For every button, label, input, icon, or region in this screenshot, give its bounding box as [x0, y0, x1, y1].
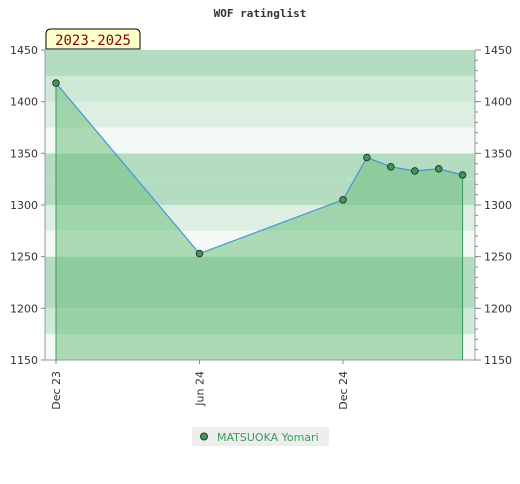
season-badge-label: 2023-2025: [55, 33, 131, 49]
data-point: [387, 163, 395, 171]
x-tick-label: Jun 24: [194, 371, 207, 407]
y-tick-label: 1150: [484, 354, 512, 367]
y-axis-left: 1150 1200 1250 1300 1350 1400 1450: [10, 44, 46, 367]
y-tick-label: 1250: [10, 251, 38, 264]
chart-title: WOF ratinglist: [214, 7, 307, 20]
y-tick-label: 1400: [484, 96, 512, 109]
background-band: [45, 101, 475, 128]
season-badge: 2023-2025: [45, 28, 141, 50]
series-line: [55, 82, 463, 255]
y-tick-label: 1300: [10, 199, 38, 212]
y-tick-label: 1200: [484, 302, 512, 315]
y-tick-label: 1200: [10, 302, 38, 315]
y-tick-label: 1400: [10, 96, 38, 109]
data-point: [434, 165, 443, 173]
series-area: [56, 83, 463, 360]
background-band: [45, 75, 475, 102]
y-axis-right: 1150 1200 1250 1300 1350 1400 1450: [474, 44, 512, 367]
y-tick-label: 1350: [484, 147, 512, 160]
y-tick-label: 1300: [484, 199, 512, 212]
data-point: [411, 167, 419, 175]
y-tick-label: 1250: [484, 251, 512, 264]
y-tick-label: 1450: [10, 44, 38, 57]
data-point: [363, 153, 371, 162]
data-point: [339, 196, 347, 204]
data-point: [458, 171, 467, 179]
legend-entry: MATSUOKA Yomari: [217, 431, 319, 444]
legend: MATSUOKA Yomari: [192, 427, 329, 446]
background-band: [45, 127, 475, 154]
background-band: [45, 50, 475, 76]
legend-marker: [200, 432, 208, 441]
data-point: [52, 79, 60, 87]
x-tick-label: Dec 23: [50, 371, 63, 410]
y-tick-label: 1150: [10, 354, 38, 367]
data-point: [195, 249, 204, 258]
legend-box: [192, 427, 329, 446]
x-axis: Dec 23 Jun 24 Dec 24: [45, 359, 475, 410]
x-tick-label: Dec 24: [337, 371, 350, 410]
y-tick-label: 1450: [484, 44, 512, 57]
y-tick-label: 1350: [10, 147, 38, 160]
area-layer: [52, 79, 467, 360]
